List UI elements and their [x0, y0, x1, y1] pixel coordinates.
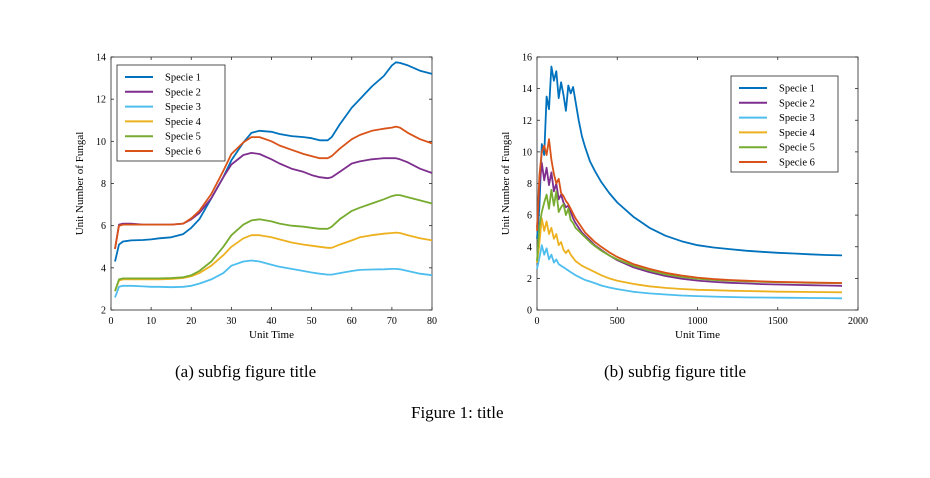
- chart-b-legend-label: Specie 3: [779, 113, 815, 124]
- chart-a-ytick-label: 6: [101, 221, 106, 232]
- chart-a-ytick-label: 14: [96, 53, 106, 64]
- chart-a-series-line-3: [114, 259, 433, 298]
- chart-a-ytick-label: 2: [101, 306, 106, 317]
- chart-a-xtick-label: 30: [226, 316, 236, 327]
- chart-b-series-line-6: [536, 138, 843, 284]
- chart-b-series-line-2: [536, 161, 843, 287]
- chart-a-ylabel: Unit Number of Fungal: [74, 132, 86, 236]
- chart-a-xtick-label: 80: [427, 316, 437, 327]
- chart-b-ytick-label: 10: [522, 147, 532, 158]
- chart-a-xtick-label: 10: [146, 316, 156, 327]
- chart-a-ytick-label: 8: [101, 179, 106, 190]
- chart-b-legend-label: Specie 6: [779, 158, 815, 169]
- chart-b-xtick-label: 2000: [848, 316, 868, 327]
- subcaption-a: (a) subfig figure title: [175, 362, 317, 381]
- chart-b-legend-label: Specie 4: [779, 128, 816, 139]
- chart-a-series-line-6: [114, 125, 433, 250]
- chart-b-ytick-label: 14: [522, 84, 532, 95]
- chart-a-legend-label: Specie 3: [165, 102, 201, 113]
- chart-b-xtick-label: 1000: [688, 316, 708, 327]
- chart-a-series-line-5: [114, 194, 433, 292]
- chart-b-series-line-4: [536, 217, 843, 294]
- chart-a-series-line-1: [114, 61, 433, 262]
- chart-b-legend-label: Specie 2: [779, 98, 815, 109]
- chart-b-ytick-label: 4: [527, 242, 532, 253]
- chart-a-series-line-4: [114, 231, 433, 292]
- chart-b-legend-label: Specie 1: [779, 84, 815, 95]
- chart-b-ytick-label: 8: [527, 179, 532, 190]
- chart-a-ytick-label: 10: [96, 137, 106, 148]
- chart-a-xtick-label: 50: [307, 316, 317, 327]
- chart-b-ylabel: Unit Number of Fungal: [500, 132, 512, 236]
- chart-b-legend-box: [730, 75, 839, 173]
- chart-b-legend-label: Specie 5: [779, 143, 815, 154]
- chart-a-ytick-label: 4: [101, 263, 106, 274]
- chart-a-xtick-label: 70: [387, 316, 397, 327]
- chart-a-xtick-label: 60: [347, 316, 357, 327]
- subcaption-b: (b) subfig figure title: [604, 362, 747, 381]
- chart-b-ytick-label: 0: [527, 306, 532, 317]
- chart-b-ytick-label: 12: [522, 116, 532, 127]
- figure-caption: Figure 1: title: [411, 403, 504, 422]
- chart-b-ytick-label: 2: [527, 274, 532, 285]
- chart-a-legend-label: Specie 1: [165, 73, 201, 84]
- chart-b-xtick-label: 1500: [768, 316, 788, 327]
- chart-a-legend-label: Specie 6: [165, 147, 201, 158]
- chart-a-legend-box: [116, 64, 226, 162]
- chart-a-ytick-label: 12: [96, 95, 106, 106]
- chart-a-xtick-label: 0: [109, 316, 114, 327]
- chart-a-xlabel: Unit Time: [249, 329, 294, 341]
- chart-b-xtick-label: 0: [535, 316, 540, 327]
- chart-a-xtick-label: 20: [186, 316, 196, 327]
- chart-b-xtick-label: 500: [610, 316, 625, 327]
- chart-b-series-line-1: [536, 65, 843, 257]
- chart-b-xlabel: Unit Time: [675, 329, 720, 341]
- chart-a-legend-label: Specie 5: [165, 132, 201, 143]
- chart-a-xtick-label: 40: [267, 316, 277, 327]
- chart-b-ytick-label: 6: [527, 211, 532, 222]
- chart-b-series-line-5: [536, 188, 843, 284]
- chart-b-series-line-3: [536, 244, 843, 300]
- chart-a-legend-label: Specie 4: [165, 117, 202, 128]
- chart-b-ytick-label: 16: [522, 53, 532, 64]
- chart-a-legend-label: Specie 2: [165, 87, 201, 98]
